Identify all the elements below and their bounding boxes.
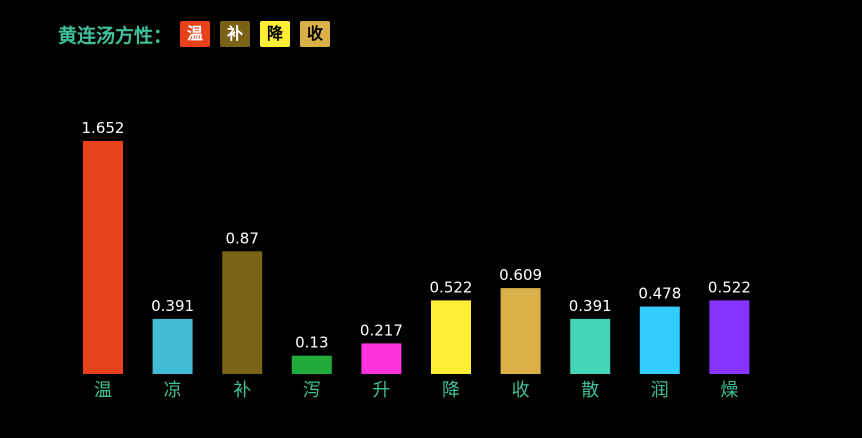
- bar-4: [361, 343, 402, 374]
- tag-warm: 温: [180, 21, 211, 47]
- tag-tonify: 补: [220, 21, 251, 47]
- bar-8: [639, 306, 680, 374]
- data-label-5: 0.522: [430, 278, 473, 296]
- chart-title: 黄连汤方性：: [58, 24, 173, 47]
- bar-6: [500, 288, 541, 374]
- data-label-6: 0.609: [499, 266, 542, 284]
- data-label-7: 0.391: [569, 297, 612, 315]
- category-label-8: 润: [651, 380, 669, 401]
- category-label-6: 收: [512, 380, 530, 401]
- bar-1: [152, 318, 193, 374]
- bar-9: [709, 300, 750, 374]
- bar-3: [291, 355, 332, 374]
- tag-descend: 降: [260, 21, 291, 47]
- category-label-1: 凉: [164, 380, 182, 401]
- data-label-4: 0.217: [360, 321, 403, 339]
- data-label-1: 0.391: [151, 297, 194, 315]
- category-label-3: 泻: [303, 380, 321, 401]
- data-label-2: 0.87: [225, 229, 258, 247]
- bar-5: [431, 300, 471, 374]
- category-label-7: 散: [581, 380, 599, 401]
- bar-2: [222, 251, 263, 374]
- category-label-5: 降: [442, 380, 460, 401]
- category-label-0: 温: [94, 380, 112, 401]
- bar-0: [83, 141, 123, 374]
- tag-astringe: 收: [300, 21, 331, 47]
- category-label-4: 升: [372, 380, 390, 401]
- bar-7: [570, 318, 611, 374]
- data-label-8: 0.478: [638, 285, 681, 303]
- data-label-3: 0.13: [295, 334, 328, 352]
- category-label-2: 补: [233, 380, 251, 401]
- category-label-9: 燥: [720, 380, 738, 401]
- chart-header: 黄连汤方性： 温 补 降 收: [58, 20, 340, 48]
- data-label-9: 0.522: [708, 278, 751, 296]
- data-label-0: 1.652: [82, 119, 125, 137]
